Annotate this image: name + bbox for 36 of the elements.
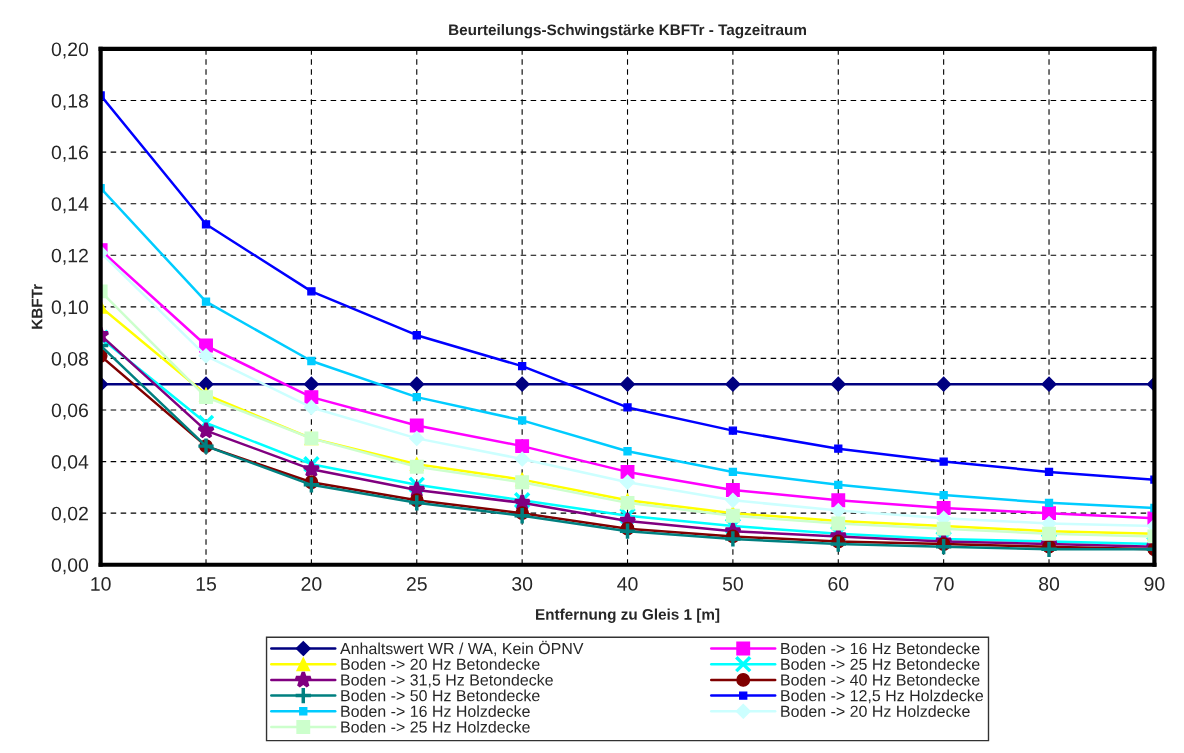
y-axis-title: KBFTr (31, 284, 43, 329)
y-tick-label: 0,12 (51, 248, 88, 265)
y-tick-label: 0,00 (51, 558, 89, 575)
y-tick-label: 0,08 (51, 351, 88, 368)
x-tick-label: 70 (933, 577, 954, 591)
legend-label: Boden -> 50 Hz Betondecke (341, 689, 540, 702)
legend-label: Boden -> 25 Hz Holzdecke (341, 720, 530, 733)
legend-label: Boden -> 20 Hz Holzdecke (781, 705, 970, 718)
y-tick-label: 0,04 (51, 455, 89, 472)
x-tick-label: 50 (722, 577, 743, 591)
legend-label: Boden -> 25 Hz Betondecke (781, 658, 980, 670)
legend-label: Boden -> 40 Hz Betondecke (781, 673, 980, 686)
legend-label: Boden -> 12,5 Hz Holzdecke (781, 689, 984, 704)
y-tick-label: 0,20 (51, 42, 89, 59)
x-tick-label: 25 (406, 577, 427, 591)
legend-label: Boden -> 20 Hz Betondecke (341, 658, 540, 670)
x-tick-label: 60 (828, 577, 849, 591)
x-tick-label: 15 (196, 577, 217, 591)
y-tick-label: 0,10 (51, 300, 89, 317)
x-tick-label: 30 (512, 577, 533, 591)
chart-title: Beurteilungs-Schwingstärke KBFTr - Tagzeitraum (449, 23, 806, 39)
y-tick-label: 0,02 (51, 506, 88, 523)
x-tick-label: 20 (301, 577, 322, 591)
legend-label: Boden -> 31,5 Hz Betondecke (341, 673, 553, 688)
x-tick-label: 90 (1144, 577, 1165, 591)
y-tick-label: 0,18 (51, 93, 88, 111)
x-tick-label: 40 (617, 577, 638, 591)
y-tick-label: 0,14 (51, 197, 89, 214)
x-axis-title: Entfernung zu Gleis 1 [m] (536, 608, 720, 623)
legend-label: Boden -> 16 Hz Betondecke (781, 642, 980, 655)
legend-label: Anhaltswert WR / WA, Kein ÖPNV (340, 640, 584, 657)
x-tick-label: 10 (91, 577, 111, 591)
y-tick-label: 0,16 (51, 145, 88, 162)
legend-label: Boden -> 16 Hz Holzdecke (341, 705, 530, 718)
y-tick-label: 0,06 (51, 403, 88, 420)
x-tick-label: 80 (1039, 577, 1060, 591)
